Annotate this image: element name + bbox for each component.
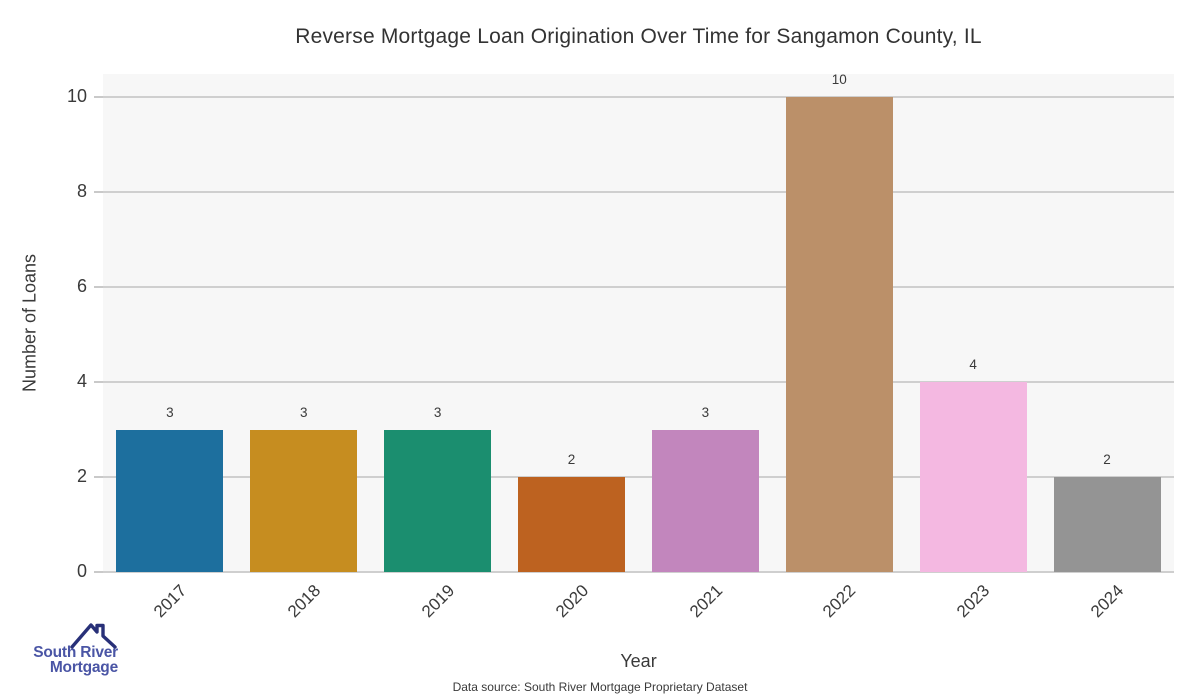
y-tick-mark-4	[94, 381, 103, 383]
x-tick-label-2023: 2023	[953, 581, 994, 622]
y-tick-label-10: 10	[66, 86, 87, 106]
bar-value-label-2021: 3	[701, 404, 710, 420]
bar-2021	[651, 429, 759, 572]
bar-value-label-2024: 2	[1103, 452, 1111, 467]
y-tick-label-4: 4	[76, 371, 87, 391]
bar-value-label-2022: 10	[831, 72, 847, 87]
y-tick-mark-2	[94, 476, 103, 478]
y-tick-label-2: 2	[76, 466, 87, 486]
logo-line1: South River	[33, 644, 118, 661]
bar-2019	[384, 429, 492, 572]
x-tick-label-2017: 2017	[150, 581, 191, 622]
bar-value-label-2020: 2	[567, 452, 576, 467]
house-roof-icon	[70, 623, 117, 649]
bar-2020	[518, 477, 626, 572]
bar-2022	[785, 97, 893, 572]
y-tick-label-6: 6	[76, 276, 87, 296]
x-axis-label: Year	[620, 651, 657, 671]
bar-2023	[919, 382, 1027, 572]
bar-value-label-2018: 3	[300, 404, 308, 420]
y-tick-mark-6	[94, 286, 103, 288]
logo-line2: Mortgage	[49, 659, 118, 676]
x-tick-label-2021: 2021	[685, 581, 726, 622]
gridline-y-4	[103, 381, 1174, 383]
logo-text: South River Mortgage	[22, 644, 118, 676]
gridline-y-10	[103, 96, 1174, 98]
x-tick-label-2019: 2019	[417, 581, 459, 622]
bar-value-label-2019: 3	[433, 404, 442, 420]
south-river-mortgage-logo: South River Mortgage	[20, 618, 125, 682]
x-tick-label-2018: 2018	[284, 581, 325, 622]
y-tick-mark-0	[94, 571, 103, 573]
y-tick-label-8: 8	[76, 181, 87, 201]
bar-2018	[250, 429, 358, 572]
bar-2024	[1053, 477, 1161, 572]
bar-value-label-2017: 3	[166, 404, 174, 420]
data-source-caption: Data source: South River Mortgage Propri…	[452, 680, 748, 694]
x-tick-label-2022: 2022	[819, 581, 860, 622]
gridline-y-0	[103, 571, 1174, 573]
y-tick-mark-10	[94, 96, 103, 98]
bar-2017	[116, 429, 224, 572]
y-tick-mark-8	[94, 191, 103, 193]
gridline-y-8	[103, 191, 1174, 193]
gridline-y-2	[103, 476, 1174, 478]
x-tick-label-2020: 2020	[551, 581, 592, 622]
chart-title: Reverse Mortgage Loan Origination Over T…	[295, 25, 982, 48]
gridline-y-6	[103, 286, 1174, 288]
y-axis-label: Number of Loans	[19, 253, 40, 393]
y-tick-label-0: 0	[76, 561, 87, 581]
x-tick-label-2024: 2024	[1087, 581, 1128, 622]
bar-value-label-2023: 4	[969, 357, 977, 372]
